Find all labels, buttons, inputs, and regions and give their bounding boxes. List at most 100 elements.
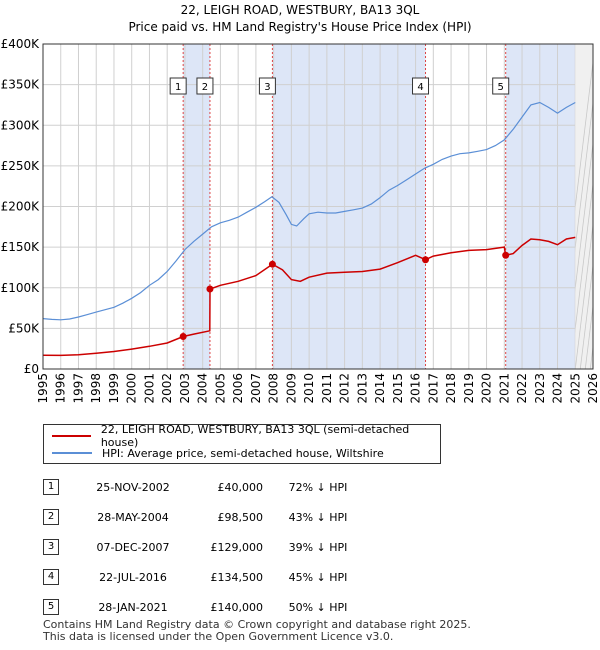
sale-number-label: 2 bbox=[196, 77, 214, 95]
price-chart: 1 2 3 4 5 £0 £50K £100K £150K £200K £250K £300K £35… bbox=[1, 37, 600, 404]
y-tick-label: £350K bbox=[1, 78, 41, 92]
x-tick-label: 2021 bbox=[497, 373, 511, 404]
sale-number-box bbox=[492, 77, 510, 95]
x-tick-label: 2018 bbox=[444, 373, 458, 404]
property-price-line bbox=[42, 236, 576, 357]
hatch-line bbox=[595, 44, 600, 369]
hatch-line bbox=[575, 99, 593, 251]
y-tick-label: £100K bbox=[1, 281, 41, 295]
y-tick-label: £300K bbox=[1, 118, 41, 132]
hpi-line bbox=[42, 101, 576, 321]
sale-number-cell: 1 bbox=[43, 472, 83, 502]
sale-point bbox=[179, 333, 187, 340]
sale-number-cell: 3 bbox=[43, 532, 83, 562]
sale-number-cell: 5 bbox=[43, 592, 83, 622]
hatch-line bbox=[584, 302, 593, 369]
sale-number-text: 5 bbox=[498, 82, 504, 93]
sale-hpi-diff: 72% ↓ HPI bbox=[288, 480, 348, 494]
hatch-line bbox=[579, 262, 593, 369]
x-tick-label: 2006 bbox=[231, 373, 245, 404]
x-tick-label: 2007 bbox=[249, 373, 263, 404]
sale-number-labels: 1 2 3 4 5 bbox=[169, 77, 510, 95]
sale-number-label: 3 bbox=[258, 77, 276, 95]
sale-number-badge: 3 bbox=[43, 539, 59, 555]
sale-row: 3 07-DEC-2007 £129,000 39% ↓ HPI bbox=[43, 532, 373, 562]
x-tick-label: 2009 bbox=[284, 373, 298, 404]
x-tick-label: 2000 bbox=[125, 373, 139, 404]
y-tick-label: £0 bbox=[24, 362, 39, 376]
sale-number-label: 1 bbox=[169, 77, 187, 95]
legend: 22, LEIGH ROAD, WESTBURY, BA13 3QL (semi… bbox=[43, 423, 441, 464]
hatch-line bbox=[575, 140, 593, 292]
sale-number-label: 4 bbox=[412, 77, 430, 95]
y-axis-ticks: £0 £50K £100K £150K £200K £250K £300K £350K £400… bbox=[1, 37, 41, 376]
sale-date: 22-JUL-2016 bbox=[99, 570, 167, 584]
y-tick-label: £150K bbox=[1, 240, 41, 254]
chart-subtitle: Price paid vs. HM Land Registry's House … bbox=[128, 20, 472, 34]
sale-point bbox=[502, 251, 510, 259]
x-tick-label: 2010 bbox=[302, 373, 316, 404]
x-tick-label: 2019 bbox=[462, 373, 476, 404]
series-lines bbox=[42, 101, 576, 357]
y-tick-label: £400K bbox=[1, 37, 41, 51]
forecast-hatch-lines bbox=[575, 44, 600, 369]
plot-frame bbox=[42, 43, 594, 370]
sale-row: 1 25-NOV-2002 £40,000 72% ↓ HPI bbox=[43, 472, 373, 502]
sale-point bbox=[422, 256, 430, 264]
x-tick-label: 2004 bbox=[196, 373, 210, 404]
property-line-swatch bbox=[52, 435, 91, 437]
x-tick-label: 2024 bbox=[551, 373, 565, 404]
x-tick-label: 1999 bbox=[107, 373, 121, 404]
sale-price: £134,500 bbox=[210, 570, 264, 584]
sale-price: £140,000 bbox=[210, 600, 264, 614]
sale-hpi-diff: 39% ↓ HPI bbox=[288, 540, 348, 554]
hatch-line bbox=[575, 59, 593, 210]
x-tick-label: 2016 bbox=[409, 373, 423, 404]
sales-table: 1 25-NOV-2002 £40,000 72% ↓ HPI 2 28-MAY-2004… bbox=[43, 472, 373, 622]
x-tick-label: 2013 bbox=[355, 373, 369, 404]
x-tick-label: 2012 bbox=[338, 373, 352, 404]
sale-number-box bbox=[196, 77, 214, 95]
x-tick-label: 2002 bbox=[160, 373, 174, 404]
sale-number-text: 1 bbox=[175, 82, 181, 93]
sale-row: 5 28-JAN-2021 £140,000 50% ↓ HPI bbox=[43, 592, 373, 622]
sale-date: 25-NOV-2002 bbox=[96, 480, 170, 494]
sale-number-cell: 2 bbox=[43, 502, 83, 532]
x-tick-label: 2020 bbox=[480, 373, 494, 404]
sale-hpi-diff: 50% ↓ HPI bbox=[288, 600, 348, 614]
sale-date: 28-JAN-2021 bbox=[98, 600, 168, 614]
x-tick-label: 2022 bbox=[515, 373, 529, 404]
sale-price: £98,500 bbox=[217, 510, 264, 524]
legend-item-property: 22, LEIGH ROAD, WESTBURY, BA13 3QL (semi… bbox=[52, 423, 440, 449]
x-tick-label: 1995 bbox=[36, 373, 50, 404]
x-tick-label: 2008 bbox=[267, 373, 281, 404]
hpi-line-swatch bbox=[52, 452, 92, 454]
footer-copyright: Contains HM Land Registry data © Crown c… bbox=[43, 618, 471, 631]
legend-item-hpi: HPI: Average price, semi-detached house,… bbox=[52, 445, 384, 461]
x-tick-label: 2014 bbox=[373, 373, 387, 404]
footer-licence: This data is licensed under the Open Gov… bbox=[43, 630, 394, 643]
sale-number-badge: 5 bbox=[43, 599, 59, 615]
legend-label-property: 22, LEIGH ROAD, WESTBURY, BA13 3QL (semi… bbox=[100, 423, 410, 449]
x-tick-label: 2025 bbox=[568, 373, 582, 404]
sale-number-box bbox=[412, 77, 430, 95]
x-tick-label: 2023 bbox=[533, 373, 547, 404]
x-tick-label: 2015 bbox=[391, 373, 405, 404]
sale-row: 4 22-JUL-2016 £134,500 45% ↓ HPI bbox=[43, 562, 373, 592]
sale-number-badge: 4 bbox=[43, 569, 59, 585]
y-tick-label: £50K bbox=[8, 321, 40, 335]
legend-label-hpi: HPI: Average price, semi-detached house,… bbox=[102, 446, 384, 460]
x-tick-label: 2017 bbox=[426, 373, 440, 404]
hatch-line bbox=[575, 180, 593, 332]
sale-number-label: 5 bbox=[492, 77, 510, 95]
x-axis-ticks: 1995 1996 1997 1998 1999 2000 2001 2002 2003 2004… bbox=[36, 373, 600, 404]
x-tick-label: 1997 bbox=[71, 373, 85, 404]
sale-number-badge: 1 bbox=[43, 479, 59, 495]
forecast-hatch bbox=[575, 44, 593, 369]
sale-point bbox=[206, 285, 214, 293]
sale-price: £40,000 bbox=[217, 480, 264, 494]
sale-points bbox=[179, 251, 510, 340]
sale-number-box bbox=[258, 77, 276, 95]
sale-hpi-diff: 45% ↓ HPI bbox=[288, 570, 348, 584]
sale-number-text: 2 bbox=[202, 82, 208, 93]
